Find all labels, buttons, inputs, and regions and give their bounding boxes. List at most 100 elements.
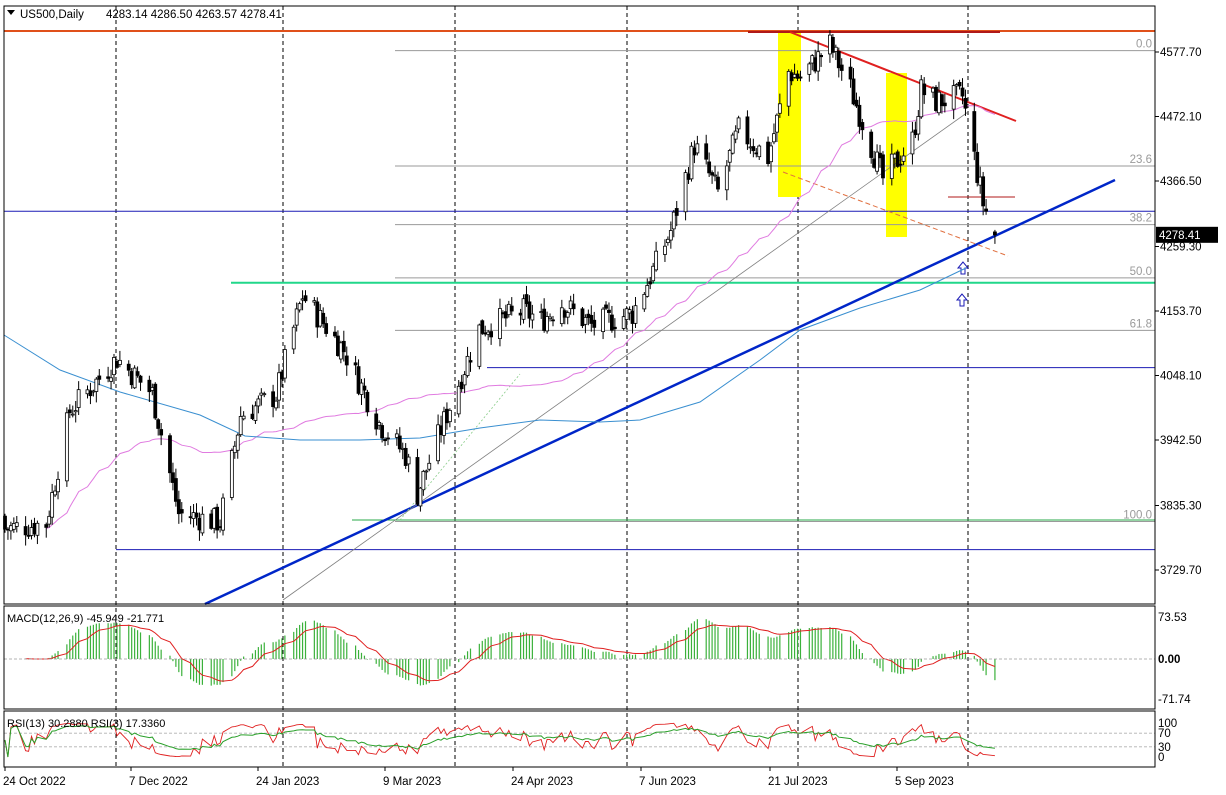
candlestick-series[interactable] [3, 30, 997, 546]
candle-bear[interactable] [895, 151, 900, 167]
candle-bull[interactable] [238, 416, 243, 436]
candle-bull[interactable] [56, 478, 60, 493]
candle-bear[interactable] [848, 66, 853, 80]
candle-bull[interactable] [665, 238, 670, 244]
candle-bull[interactable] [221, 497, 225, 531]
candle-bear[interactable] [795, 73, 800, 79]
candle-bear[interactable] [353, 362, 358, 366]
candle-bear[interactable] [374, 413, 379, 430]
candle-bull[interactable] [53, 490, 57, 496]
candle-bull[interactable] [530, 313, 535, 321]
candle-bull[interactable] [875, 151, 879, 172]
candle-bear[interactable] [751, 146, 756, 152]
candle-bear[interactable] [551, 319, 555, 322]
candle-bear[interactable] [975, 151, 980, 183]
candle-bear[interactable] [171, 472, 175, 483]
candle-bear[interactable] [710, 172, 714, 176]
candle-bull[interactable] [256, 398, 261, 407]
candle-bull[interactable] [642, 293, 647, 310]
candle-bull[interactable] [548, 316, 552, 320]
candle-bull[interactable] [94, 378, 99, 392]
candle-bull[interactable] [442, 411, 446, 436]
candle-bear[interactable] [957, 81, 962, 87]
candle-bear[interactable] [922, 83, 927, 96]
candle-bear[interactable] [798, 76, 803, 79]
candle-bear[interactable] [612, 326, 617, 330]
candle-bull[interactable] [889, 153, 894, 179]
candle-bear[interactable] [215, 506, 220, 531]
candle-bull[interactable] [241, 415, 246, 420]
candle-bull[interactable] [683, 172, 688, 213]
candle-bull[interactable] [695, 143, 700, 154]
candle-bear[interactable] [745, 116, 750, 145]
candle-bear[interactable] [97, 375, 102, 380]
candle-bull[interactable] [757, 145, 762, 158]
candle-bull[interactable] [262, 393, 267, 396]
candle-bear[interactable] [527, 301, 532, 319]
candle-bear[interactable] [179, 509, 184, 514]
candle-bull[interactable] [477, 324, 482, 367]
candle-bull[interactable] [645, 285, 650, 297]
candle-bear[interactable] [67, 409, 72, 414]
candle-bear[interactable] [194, 512, 199, 518]
candle-bull[interactable] [377, 422, 382, 426]
candle-bear[interactable] [362, 385, 367, 391]
candle-bull[interactable] [807, 63, 812, 75]
candle-bear[interactable] [341, 340, 346, 353]
symbol-menu-arrow-icon[interactable] [7, 10, 15, 15]
candle-bull[interactable] [724, 165, 729, 191]
candle-bear[interactable] [380, 425, 385, 439]
candle-bull[interactable] [421, 470, 426, 491]
candle-bear[interactable] [386, 437, 390, 440]
candle-bear[interactable] [939, 94, 944, 107]
candle-bear[interactable] [168, 435, 172, 474]
candle-bull[interactable] [427, 462, 432, 470]
candle-bull[interactable] [565, 312, 570, 318]
candle-bear[interactable] [271, 391, 276, 408]
candle-bull[interactable] [436, 424, 440, 462]
candle-bear[interactable] [716, 176, 720, 190]
candle-bear[interactable] [984, 208, 988, 212]
candle-bull[interactable] [277, 372, 281, 401]
candle-bear[interactable] [126, 363, 131, 371]
candle-bear[interactable] [854, 99, 859, 107]
candle-bear[interactable] [589, 314, 594, 324]
candle-bull[interactable] [297, 303, 302, 311]
candle-bull[interactable] [73, 410, 78, 413]
candle-bear[interactable] [674, 208, 679, 216]
candle-bear[interactable] [707, 161, 712, 174]
candle-bear[interactable] [898, 163, 903, 166]
candle-bull[interactable] [118, 359, 122, 365]
candle-bull[interactable] [64, 412, 69, 482]
candle-bull[interactable] [229, 450, 234, 498]
candle-bull[interactable] [775, 114, 779, 133]
candle-bear[interactable] [860, 122, 865, 131]
candle-bear[interactable] [489, 331, 494, 338]
candle-bear[interactable] [963, 97, 968, 109]
candle-bear[interactable] [135, 371, 140, 376]
candle-bull[interactable] [14, 522, 19, 527]
candle-bull[interactable] [50, 492, 55, 518]
candle-bull[interactable] [736, 117, 741, 130]
candle-bull[interactable] [769, 145, 773, 163]
candle-bear[interactable] [173, 478, 178, 502]
candle-bear[interactable] [972, 111, 977, 152]
candle-bull[interactable] [200, 513, 205, 534]
candle-bear[interactable] [571, 303, 576, 310]
candle-bull[interactable] [521, 298, 526, 320]
candle-bear[interactable] [303, 295, 308, 302]
candle-bull[interactable] [312, 300, 317, 303]
candle-bear[interactable] [480, 320, 485, 334]
candle-bull[interactable] [274, 400, 278, 409]
candle-bull[interactable] [418, 487, 423, 507]
candle-bull[interactable] [786, 70, 791, 107]
candle-bull[interactable] [601, 308, 605, 333]
candle-bear[interactable] [138, 375, 143, 383]
candle-bear[interactable] [869, 131, 874, 158]
candle-bull[interactable] [901, 155, 906, 162]
candle-bear[interactable] [981, 176, 986, 207]
candle-bull[interactable] [253, 405, 258, 421]
candle-bear[interactable] [830, 36, 835, 53]
candle-bull[interactable] [727, 150, 732, 163]
candle-bull[interactable] [70, 413, 75, 416]
